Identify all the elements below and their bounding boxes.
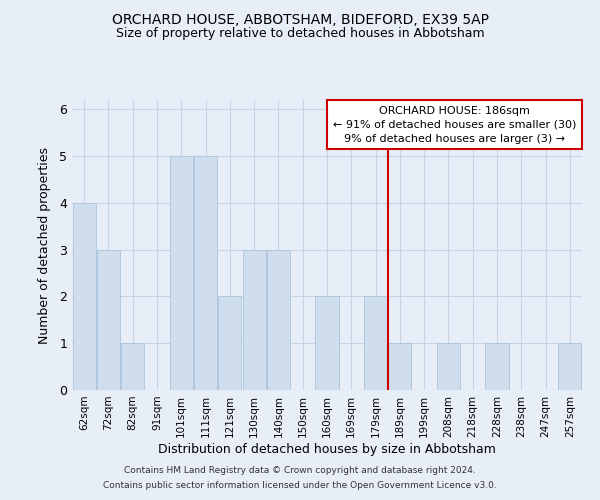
Text: Size of property relative to detached houses in Abbotsham: Size of property relative to detached ho… [116, 28, 484, 40]
Bar [218, 296, 241, 390]
Bar [194, 156, 217, 390]
Text: Contains HM Land Registry data © Crown copyright and database right 2024.: Contains HM Land Registry data © Crown c… [124, 466, 476, 475]
Bar [388, 343, 412, 390]
Text: ORCHARD HOUSE, ABBOTSHAM, BIDEFORD, EX39 5AP: ORCHARD HOUSE, ABBOTSHAM, BIDEFORD, EX39… [112, 12, 488, 26]
Bar [559, 343, 581, 390]
Bar [316, 296, 338, 390]
Text: ORCHARD HOUSE: 186sqm
← 91% of detached houses are smaller (30)
9% of detached h: ORCHARD HOUSE: 186sqm ← 91% of detached … [333, 106, 576, 144]
Bar [170, 156, 193, 390]
Bar [97, 250, 120, 390]
Bar [364, 296, 387, 390]
Bar [437, 343, 460, 390]
Bar [242, 250, 266, 390]
Text: Contains public sector information licensed under the Open Government Licence v3: Contains public sector information licen… [103, 481, 497, 490]
Y-axis label: Number of detached properties: Number of detached properties [38, 146, 51, 344]
Bar [267, 250, 290, 390]
Bar [485, 343, 509, 390]
Bar [73, 203, 95, 390]
Text: Distribution of detached houses by size in Abbotsham: Distribution of detached houses by size … [158, 442, 496, 456]
Bar [121, 343, 144, 390]
